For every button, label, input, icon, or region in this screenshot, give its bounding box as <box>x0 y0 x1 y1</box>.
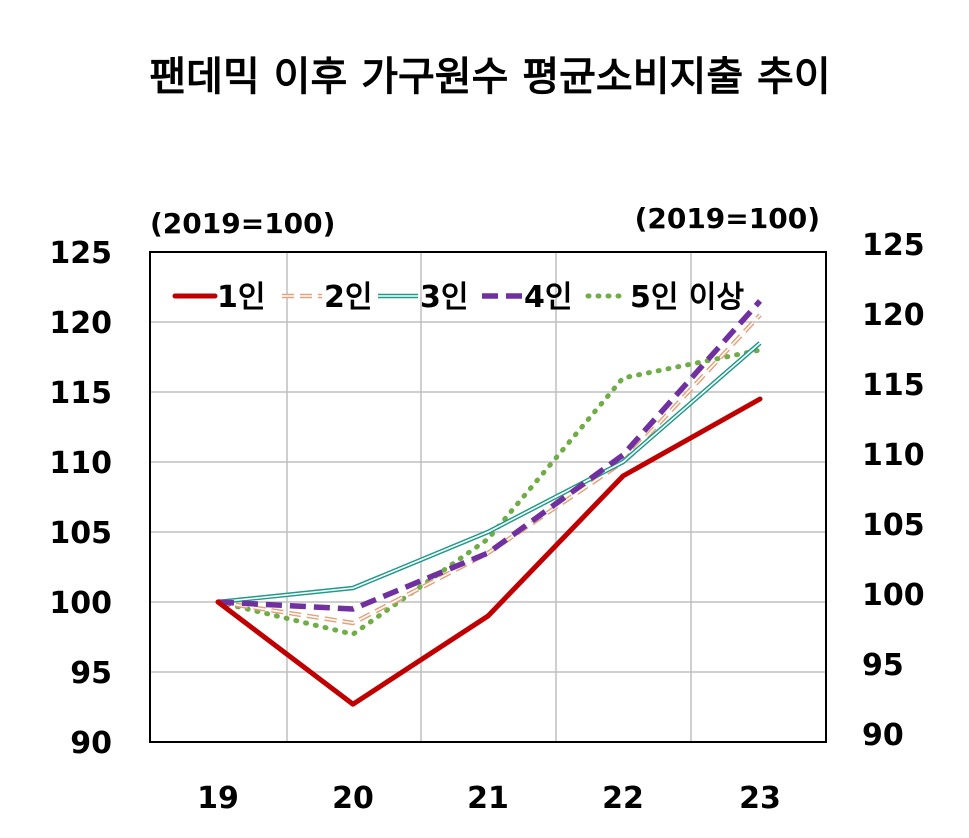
y-tick-label-right: 120 <box>862 298 925 333</box>
right-unit-label: (2019=100) <box>635 202 820 235</box>
legend-label: 1인 <box>217 280 265 315</box>
legend-item: 3인 <box>378 280 468 315</box>
y-tick-label-right: 105 <box>862 508 925 543</box>
legend-label: 3인 <box>420 280 468 315</box>
y-tick-label-left: 90 <box>70 726 112 761</box>
y-tick-label-left: 105 <box>49 516 112 551</box>
y-axis-right: 90 95 100 105 110 115 120 125 <box>862 228 925 753</box>
legend-item: 2인 <box>282 280 372 315</box>
y-tick-label-left: 115 <box>49 376 112 411</box>
series-lines <box>215 299 763 707</box>
series-line-2인 <box>217 313 762 626</box>
x-tick-label: 22 <box>602 781 644 816</box>
y-tick-label-right: 90 <box>862 718 904 753</box>
legend-item: 1인 <box>172 280 265 315</box>
x-tick-label: 19 <box>197 781 239 816</box>
left-unit-label: (2019=100) <box>150 207 335 240</box>
y-tick-label-left: 125 <box>49 236 112 271</box>
plot-area-frame <box>149 251 827 743</box>
grid-lines <box>150 252 826 742</box>
y-tick-label-right: 110 <box>862 438 925 473</box>
y-tick-label-left: 100 <box>49 586 112 621</box>
series-line-5인-이상 <box>215 347 763 637</box>
y-axis-left: 90 95 100 105 110 115 120 125 <box>49 236 112 761</box>
y-tick-label-right: 100 <box>862 578 925 613</box>
y-tick-label-right: 125 <box>862 228 925 263</box>
legend-label: 4인 <box>524 280 572 315</box>
series-line-1인 <box>215 396 763 707</box>
legend-item: 5인 이상 <box>585 280 745 315</box>
legend-label: 5인 이상 <box>630 280 745 315</box>
y-tick-label-left: 95 <box>70 656 112 691</box>
y-tick-label-right: 115 <box>862 368 925 403</box>
y-tick-label-right: 95 <box>862 648 904 683</box>
legend: 1인 2인 3인 4인 5인 이상 <box>172 280 745 315</box>
chart-title: 팬데믹 이후 가구원수 평균소비지출 추이 <box>149 54 830 100</box>
x-tick-label: 21 <box>467 781 509 816</box>
x-tick-label: 23 <box>739 781 781 816</box>
legend-label: 2인 <box>324 280 372 315</box>
legend-item: 4인 <box>482 280 572 315</box>
series-line-3인 <box>217 341 762 605</box>
x-axis: 19 20 21 22 23 <box>197 781 781 816</box>
x-tick-label: 20 <box>332 781 374 816</box>
series-line-4인 <box>217 299 763 612</box>
y-tick-label-left: 120 <box>49 306 112 341</box>
y-tick-label-left: 110 <box>49 446 112 481</box>
